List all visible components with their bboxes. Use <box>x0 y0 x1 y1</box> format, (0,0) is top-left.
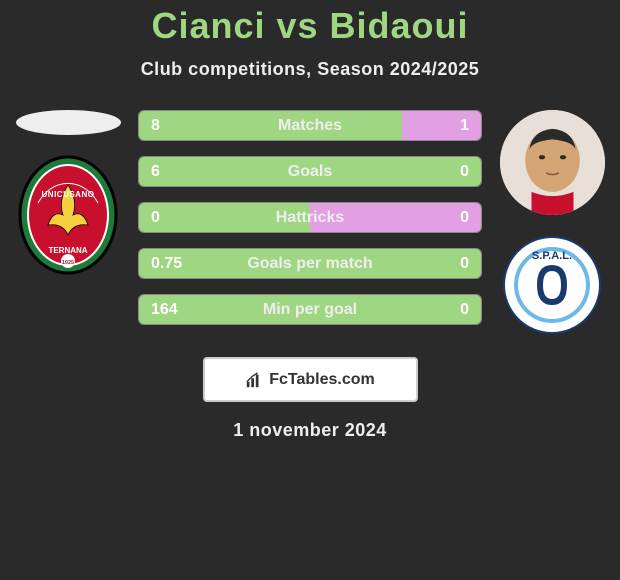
stats-column: 81Matches06Goals00Hattricks00.75Goals pe… <box>128 110 492 325</box>
stat-bar: 06Goals <box>138 156 482 187</box>
subtitle: Club competitions, Season 2024/2025 <box>0 59 620 80</box>
stat-right-value: 0 <box>460 301 469 319</box>
svg-text:UNICUSANO: UNICUSANO <box>42 190 95 199</box>
stat-right-value: 1 <box>402 111 481 140</box>
brand-footer: FcTables.com <box>203 357 418 402</box>
svg-text:S.P.A.L.: S.P.A.L. <box>532 250 572 262</box>
date-text: 1 november 2024 <box>0 420 620 441</box>
player-avatar-right <box>500 110 605 215</box>
chart-icon <box>245 371 263 389</box>
right-player-column: S.P.A.L. <box>492 110 612 335</box>
stat-bar: 81 Matches <box>138 110 482 141</box>
player-avatar-left <box>16 110 121 135</box>
comparison-infographic: Cianci vs Bidaoui Club competitions, Sea… <box>0 0 620 441</box>
page-title: Cianci vs Bidaoui <box>0 5 620 47</box>
left-player-column: UNICUSANO TERNANA 1925 <box>8 110 128 275</box>
stat-label: Matches <box>278 117 342 135</box>
stat-left-value: 8 <box>139 111 402 140</box>
stat-label: Min per goal <box>263 301 357 319</box>
svg-text:TERNANA: TERNANA <box>48 246 87 255</box>
club-badge-right: S.P.A.L. <box>502 235 602 335</box>
club-badge-left: UNICUSANO TERNANA 1925 <box>18 155 118 275</box>
stat-right-value: 0 <box>460 163 469 181</box>
stat-bar: 0164Min per goal <box>138 294 482 325</box>
stat-bar: 00Hattricks <box>138 202 482 233</box>
stat-label: Goals <box>288 163 332 181</box>
svg-text:1925: 1925 <box>62 260 74 266</box>
stat-label: Goals per match <box>247 255 372 273</box>
main-row: UNICUSANO TERNANA 1925 81Matches06Goals0… <box>0 110 620 335</box>
stat-label: Hattricks <box>276 209 344 227</box>
brand-text: FcTables.com <box>269 371 375 389</box>
stat-right-value: 0 <box>460 255 469 273</box>
stat-bar: 00.75Goals per match <box>138 248 482 279</box>
